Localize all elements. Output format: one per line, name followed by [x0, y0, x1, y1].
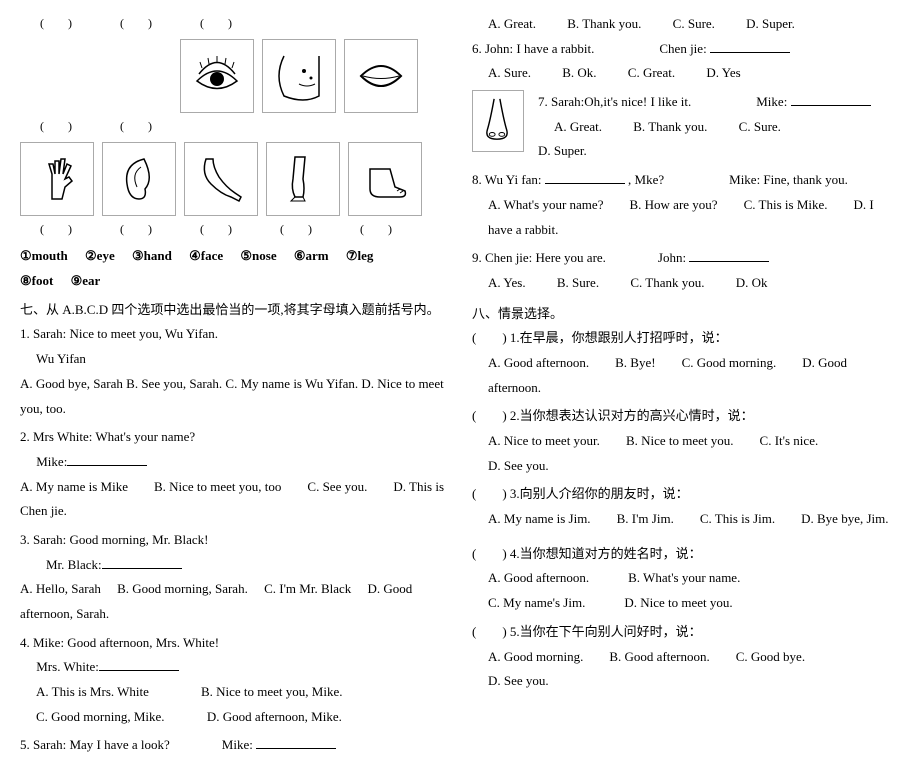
section-8-title: 八、情景选择。: [472, 302, 900, 327]
q5-blank: [256, 748, 336, 749]
paren-2: ( ): [100, 12, 172, 35]
q9-blank: [689, 261, 769, 262]
s5-opts: A. Good morning. B. Good afternoon. C. G…: [472, 645, 900, 694]
s1-prompt: ( ) 1.在早晨，你想跟别人打招呼时，说：: [472, 326, 900, 351]
paren-1: ( ): [20, 12, 92, 35]
image-row-1: [20, 39, 448, 113]
q3: 3. Sarah: Good morning, Mr. Black! Mr. B…: [20, 528, 448, 627]
s3: ( ) 3.向别人介绍你的朋友时，说： A. My name is Jim. B…: [472, 482, 900, 531]
q2-prompt: 2. Mrs White: What's your name?: [20, 425, 448, 450]
foot-image: [348, 142, 422, 216]
s5-prompt: ( ) 5.当你在下午向别人问好时，说：: [472, 620, 900, 645]
section-7-title: 七、从 A.B.C.D 四个选项中选出最恰当的一项,将其字母填入题前括号内。: [20, 298, 448, 323]
s2: ( ) 2.当你想表达认识对方的高兴心情时，说： A. Nice to meet…: [472, 404, 900, 478]
wb-8: ⑧foot: [20, 273, 53, 288]
q4-prompt2: Mrs. White:: [20, 655, 448, 680]
q9-prompt: 9. Chen jie: Here you are. John:: [472, 246, 900, 271]
wb-1: ①mouth: [20, 248, 68, 263]
wb-3: ③hand: [132, 248, 172, 263]
q4: 4. Mike: Good afternoon, Mrs. White! Mrs…: [20, 631, 448, 730]
image-row-2: [20, 142, 448, 216]
paren-3: ( ): [180, 12, 252, 35]
s2-opts: A. Nice to meet your. B. Nice to meet yo…: [472, 429, 900, 478]
word-bank: ①mouth ②eye ③hand ④face ⑤nose ⑥arm ⑦leg …: [20, 244, 448, 293]
q3-blank: [102, 568, 182, 569]
leg-image: [266, 142, 340, 216]
q6-blank: [710, 52, 790, 53]
q6-prompt: 6. John: I have a rabbit. Chen jie:: [472, 37, 900, 62]
q4-opts-row2: C. Good morning, Mike. D. Good afternoon…: [20, 705, 448, 730]
s4-prompt: ( ) 4.当你想知道对方的姓名时，说：: [472, 542, 900, 567]
paren-4: ( ): [20, 115, 92, 138]
ear-image: [102, 142, 176, 216]
q1-prompt: 1. Sarah: Nice to meet you, Wu Yifan.: [20, 322, 448, 347]
q8-prompt: 8. Wu Yi fan: , Mke? Mike: Fine, thank y…: [472, 168, 900, 193]
paren-b3: ( ): [180, 218, 252, 241]
hand-image: [20, 142, 94, 216]
mouth-image: [344, 39, 418, 113]
q3-prompt: 3. Sarah: Good morning, Mr. Black!: [20, 528, 448, 553]
paren-b1: ( ): [20, 218, 92, 241]
s2-prompt: ( ) 2.当你想表达认识对方的高兴心情时，说：: [472, 404, 900, 429]
q4-opts-row1: A. This is Mrs. White B. Nice to meet yo…: [20, 680, 448, 705]
q7-prompt: 7. Sarah:Oh,it's nice! I like it. Mike:: [538, 90, 900, 115]
q2-prompt2: Mike:: [20, 450, 448, 475]
s1: ( ) 1.在早晨，你想跟别人打招呼时，说： A. Good afternoon…: [472, 326, 900, 400]
q2-opts: A. My name is Mike B. Nice to meet you, …: [20, 475, 448, 524]
q5-prompt: 5. Sarah: May I have a look? Mike:: [20, 737, 256, 752]
wb-9: ⑨ear: [71, 273, 101, 288]
q6: 6. John: I have a rabbit. Chen jie: A. S…: [472, 37, 900, 86]
paren-5: ( ): [100, 115, 172, 138]
s3-prompt: ( ) 3.向别人介绍你的朋友时，说：: [472, 482, 900, 507]
q1-prompt2: Wu Yifan: [20, 347, 448, 372]
wb-5: ⑤nose: [240, 248, 276, 263]
q1-opts: A. Good bye, Sarah B. See you, Sarah. C.…: [20, 372, 448, 421]
paren-row-1b: ( ) ( ): [20, 115, 448, 138]
paren-b5: ( ): [340, 218, 412, 241]
q2-blank: [67, 465, 147, 466]
q3-prompt2: Mr. Black:: [20, 553, 448, 578]
q8: 8. Wu Yi fan: , Mke? Mike: Fine, thank y…: [472, 168, 900, 242]
arm-image: [184, 142, 258, 216]
paren-b4: ( ): [260, 218, 332, 241]
q8-opts: A. What's your name? B. How are you? C. …: [472, 193, 900, 242]
wb-4: ④face: [189, 248, 223, 263]
q7: 7. Sarah:Oh,it's nice! I like it. Mike: …: [472, 90, 900, 164]
left-column: ( ) ( ) ( ) ( ) ( ): [20, 12, 448, 638]
q7-blank: [791, 105, 871, 106]
nose-image: [472, 90, 524, 152]
paren-row-1: ( ) ( ) ( ): [20, 12, 448, 35]
q5-opts: A. Great. B. Thank you. C. Sure. D. Supe…: [472, 12, 900, 37]
q7-optd: D. Super.: [538, 139, 900, 164]
q4-blank: [99, 670, 179, 671]
s5: ( ) 5.当你在下午向别人问好时，说： A. Good morning. B.…: [472, 620, 900, 694]
wb-6: ⑥arm: [294, 248, 329, 263]
q3-opts: A. Hello, Sarah B. Good morning, Sarah. …: [20, 577, 448, 626]
wb-2: ②eye: [85, 248, 115, 263]
s4-opts: A. Good afternoon. B. What's your name. …: [472, 566, 900, 615]
eye-image: [180, 39, 254, 113]
q8-blank: [545, 183, 625, 184]
paren-row-2: ( ) ( ) ( ) ( ) ( ): [20, 218, 448, 241]
q4-prompt: 4. Mike: Good afternoon, Mrs. White!: [20, 631, 448, 656]
q6-opts: A. Sure. B. Ok. C. Great. D. Yes: [472, 61, 900, 86]
s4: ( ) 4.当你想知道对方的姓名时，说： A. Good afternoon. …: [472, 542, 900, 616]
wb-7: ⑦leg: [346, 248, 374, 263]
q5: 5. Sarah: May I have a look? Mike:: [20, 733, 448, 758]
q1: 1. Sarah: Nice to meet you, Wu Yifan. Wu…: [20, 322, 448, 421]
s1-opts: A. Good afternoon. B. Bye! C. Good morni…: [472, 351, 900, 400]
q2: 2. Mrs White: What's your name? Mike: A.…: [20, 425, 448, 524]
face-image: [262, 39, 336, 113]
paren-b2: ( ): [100, 218, 172, 241]
q9: 9. Chen jie: Here you are. John: A. Yes.…: [472, 246, 900, 295]
q7-opts: A. Great. B. Thank you. C. Sure.: [538, 115, 900, 140]
right-column: A. Great. B. Thank you. C. Sure. D. Supe…: [472, 12, 900, 638]
q9-opts: A. Yes. B. Sure. C. Thank you. D. Ok: [472, 271, 900, 296]
s3-opts: A. My name is Jim. B. I'm Jim. C. This i…: [472, 507, 900, 532]
